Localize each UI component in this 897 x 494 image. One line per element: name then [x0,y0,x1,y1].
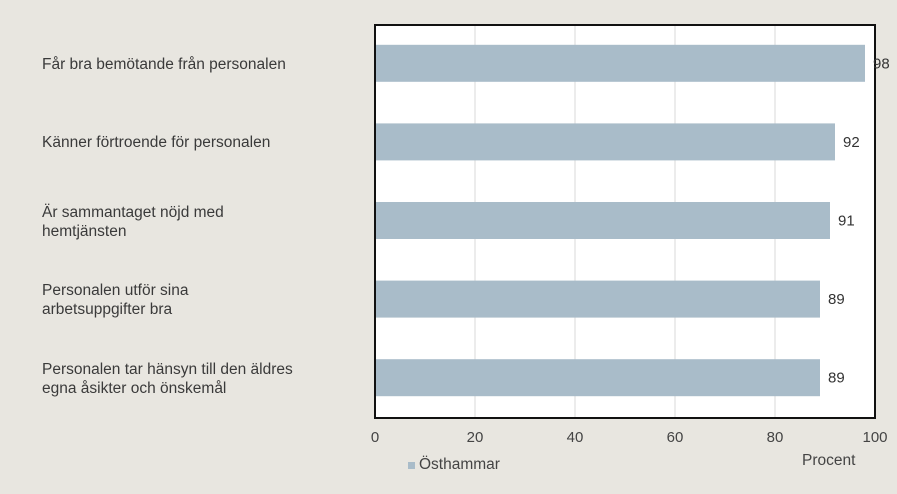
x-axis-ticks: 0 20 40 60 80 100 [371,429,888,446]
data-labels: 98 92 91 89 89 [828,55,890,386]
category-label: Personalen tar hänsyn till den äldres eg… [42,360,293,397]
bar [375,44,865,82]
category-label: Får bra bemötande från personalen [42,55,286,73]
bar [375,123,835,161]
bars [375,44,865,397]
data-label: 89 [828,370,845,387]
legend: Östhammar [408,456,500,474]
data-label: 91 [838,213,855,230]
bar [375,202,830,239]
x-axis-label: Procent [802,452,856,469]
data-label: 89 [828,291,845,308]
category-label: Personalen utför sina arbetsuppgifter br… [42,282,189,319]
category-label: Känner förtroende för personalen [42,134,271,152]
x-tick-label: 60 [667,429,684,446]
x-tick-label: 80 [767,429,784,446]
category-label: Är sammantaget nöjd med hemtjänsten [42,203,224,240]
legend-label: Östhammar [419,456,500,473]
x-tick-label: 20 [467,429,484,446]
x-tick-label: 40 [567,429,584,446]
data-label: 98 [873,55,890,72]
bar [375,359,820,397]
x-tick-label: 100 [862,429,887,446]
x-tick-label: 0 [371,429,379,446]
plot-border [374,24,876,419]
legend-swatch [408,461,415,469]
data-label: 92 [843,134,860,151]
bar [375,280,820,318]
